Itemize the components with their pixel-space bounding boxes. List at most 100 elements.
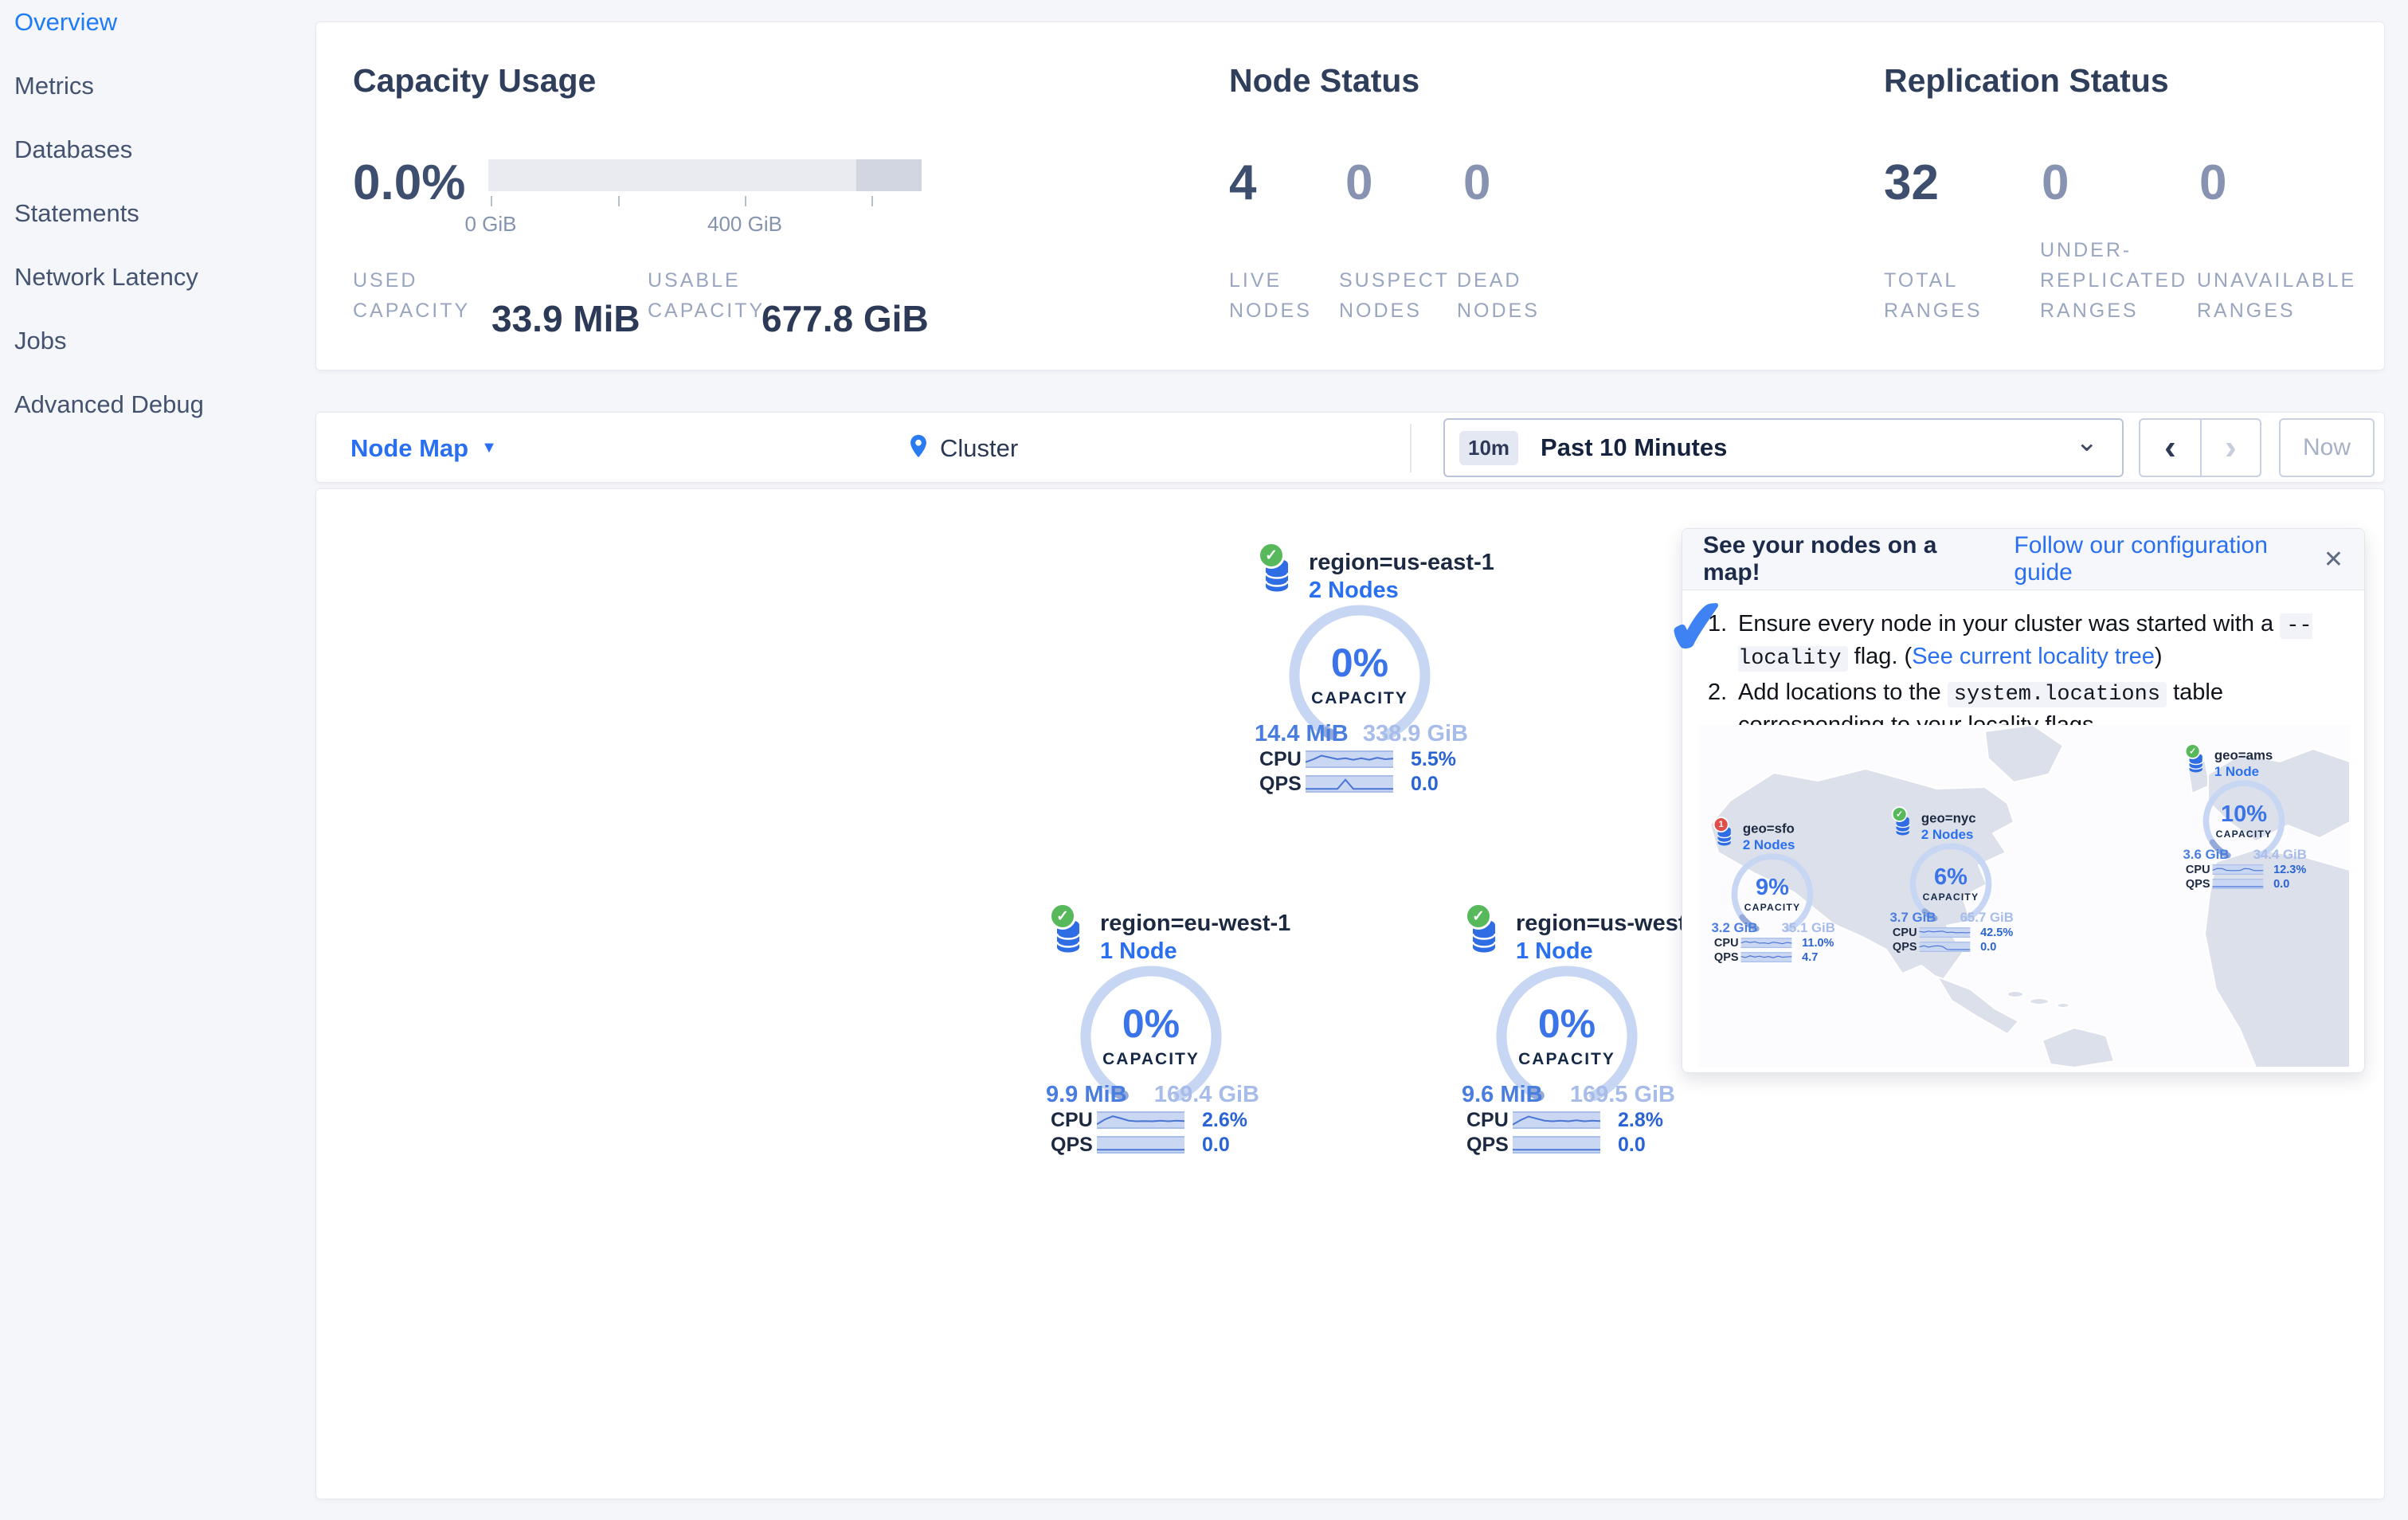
region-nodes-link[interactable]: 1 Node [1100,938,1177,964]
cpu-value: 42.5% [1980,926,2014,939]
under-replicated-ranges-value: 0 [2042,155,2069,210]
healthy-badge: ✓ [1891,806,1908,822]
unavailable-ranges-label: UNAVAILABLE RANGES [2197,269,2357,322]
configuration-guide-link[interactable]: Follow our configuration guide [2014,532,2268,586]
region-geo-nyc: ✓ geo=nyc 2 Nodes 6% CAPACITY 3.7 GiB 65… [1881,806,2020,959]
capacity-percent: 0% [1122,1001,1181,1046]
capacity-percent: 10% [2220,801,2268,827]
used-capacity: 9.9 MiB [1046,1082,1127,1107]
capacity-gauge-arc [1289,605,1431,740]
cpu-value: 2.8% [1618,1108,1663,1131]
qps-label: QPS [1259,772,1302,795]
previous-interval-button[interactable]: ‹ [2164,428,2176,467]
time-range-dropdown[interactable]: 10m Past 10 Minutes ⌄ [1443,418,2124,477]
time-range-badge: 10m [1459,430,1519,465]
sparkline-chart [1306,777,1393,791]
capacity-caption: CAPACITY [2215,829,2273,840]
region-region-eu-west-1: ✓ region=eu-west-1 1 Node 0% CAPACITY 9.… [1032,903,1290,1165]
sparkline-chart [1513,1113,1600,1127]
usable-capacity: 169.5 GiB [1569,1082,1675,1107]
warning-badge: 1 [1713,817,1729,832]
qps-value: 0.0 [1202,1133,1230,1156]
qps-label: QPS [1051,1133,1093,1156]
used-capacity-label: USED CAPACITY [353,269,471,322]
chevron-down-icon: ▼ [481,439,497,456]
sparkline-chart [1097,1113,1184,1127]
sidebar-item-network-latency[interactable]: Network Latency [14,263,198,291]
cpu-label: CPU [2185,863,2210,876]
sidebar-item-databases[interactable]: Databases [14,135,133,163]
sidebar-item-overview[interactable]: Overview [14,8,118,36]
healthy-badge: ✓ [1465,903,1492,930]
axis-tick [491,196,492,206]
used-capacity: 14.4 MiB [1255,721,1349,746]
capacity-bar [488,159,922,191]
total-ranges-label: TOTAL RANGES [1884,269,1983,322]
toolbar-divider [1410,424,1412,472]
region-capacity-gauge: 9% CAPACITY [1729,851,1816,938]
region-nodes-link[interactable]: 2 Nodes [1921,827,1974,842]
chevron-down-icon: ⌄ [2075,427,2099,457]
sidebar-item-jobs[interactable]: Jobs [14,327,67,355]
capacity-percent: 0.0% [353,155,466,210]
qps-label: QPS [2185,877,2210,891]
sidebar-item-statements[interactable]: Statements [14,199,139,227]
dead-nodes-value: 0 [1463,155,1491,210]
sidebar: Overview Metrics Databases Statements Networ… [0,0,315,1520]
total-ranges-value: 32 [1884,155,1939,210]
card-steps: 1. Ensure every node in your cluster was … [1708,609,2343,743]
region-nodes-link[interactable]: 2 Nodes [1742,837,1795,852]
usable-capacity: 65.7 GiB [1960,910,2014,926]
now-button[interactable]: Now [2279,418,2375,477]
axis-tick-label: 400 GiB [707,212,782,236]
live-nodes-label: LIVE NODES [1229,269,1312,322]
view-selector-dropdown[interactable]: Node Map ▼ [350,413,497,484]
sparkline-chart [1920,928,1971,936]
used-capacity: 3.2 GiB [1711,920,1758,936]
capacity-percent: 9% [1756,874,1789,900]
axis-tick [871,196,873,206]
region-capacity-gauge: 6% CAPACITY [1907,840,1995,928]
usable-capacity: 35.1 GiB [1781,920,1835,936]
usable-capacity: 169.4 GiB [1153,1082,1259,1107]
cpu-value: 2.6% [1202,1108,1247,1131]
cpu-label: CPU [1713,936,1739,950]
region-nodes-link[interactable]: 1 Node [2214,764,2259,779]
region-geo-sfo: 1 geo=sfo 2 Nodes 9% CAPACITY 3.2 GiB 35… [1703,817,1842,970]
inline-link[interactable]: See current locality tree [1912,644,2155,669]
time-range-label: Past 10 Minutes [1541,433,1728,461]
region-capacity-gauge: 0% CAPACITY [1284,600,1435,751]
usable-capacity-value: 677.8 GiB [762,298,929,339]
sidebar-item-advanced-debug[interactable]: Advanced Debug [14,390,204,418]
region-region-us-west-1: ✓ region=us-west-1 1 Node 0% CAPACITY 9.… [1447,903,1706,1165]
used-capacity-value: 33.9 MiB [491,298,640,339]
region-capacity-gauge: 0% CAPACITY [1491,961,1643,1112]
capacity-percent: 0% [1537,1001,1596,1046]
dead-nodes-label: DEAD NODES [1457,269,1540,322]
cpu-value: 12.3% [2273,863,2307,876]
qps-label: QPS [1466,1133,1509,1156]
qps-value: 0.0 [2273,877,2290,891]
region-name: geo=nyc [1921,811,1976,826]
capacity-percent: 0% [1330,641,1389,685]
region-nodes-link[interactable]: 1 Node [1516,938,1593,964]
qps-label: QPS [1892,940,1917,954]
sidebar-nav: Overview Metrics Databases Statements Networ… [0,0,315,437]
region-nodes-link[interactable]: 2 Nodes [1309,578,1399,603]
step-text: Ensure every node in your cluster was st… [1738,611,2281,637]
live-nodes-value: 4 [1229,155,1257,210]
cpu-value: 11.0% [1802,936,1834,950]
map-pin-icon [905,433,932,464]
close-icon[interactable]: ✕ [2323,546,2343,573]
code-snippet: system.locations [1947,682,2167,707]
node-status-title: Node Status [1229,62,1420,99]
region-name: region=us-east-1 [1309,550,1494,575]
sparkline-chart [1920,942,1971,950]
breadcrumb[interactable]: Cluster [905,413,1018,484]
next-interval-button[interactable]: › [2200,420,2260,476]
axis-tick [618,196,620,206]
sparkline-chart [1097,1138,1184,1152]
sidebar-item-metrics[interactable]: Metrics [14,72,94,100]
sparkline-chart [1741,938,1792,946]
checkmark-icon: ✔ [1662,584,1733,672]
